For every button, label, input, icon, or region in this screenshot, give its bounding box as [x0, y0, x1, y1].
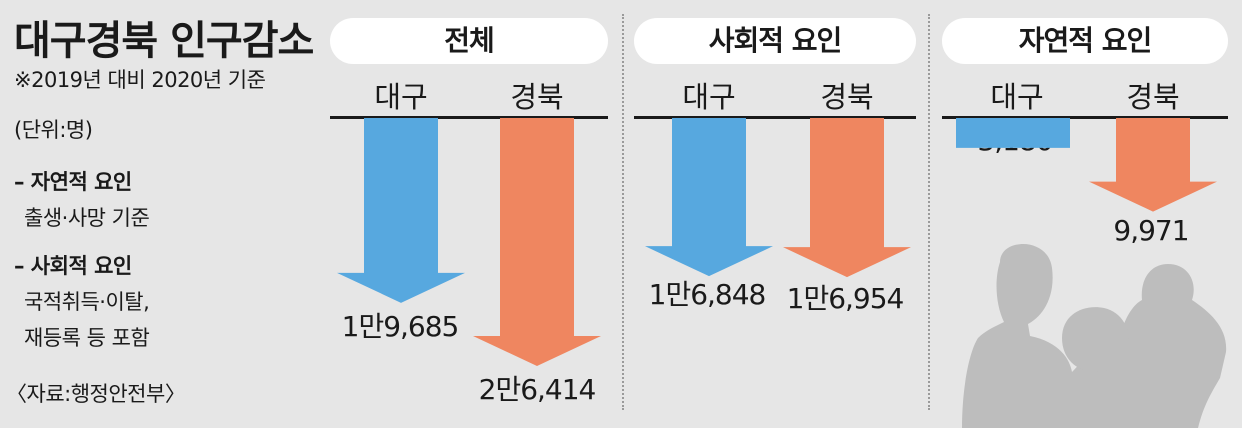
- natural-factor-desc: 출생·사망 기준: [24, 206, 150, 230]
- source-note: 〈자료:행정안전부〉: [6, 382, 186, 406]
- sidebar: 대구경북 인구감소 ※2019년 대비 2020년 기준 (단위:명) – 자연…: [0, 0, 318, 428]
- arrow-natural-daegu: [956, 118, 1070, 148]
- social-factor-desc-2: 재등록 등 포함: [24, 326, 150, 350]
- panel-title-social: 사회적 요인: [634, 18, 916, 64]
- category-label-natural-gyeongbuk: 경북: [1126, 80, 1180, 114]
- value-label-social-gyeongbuk: 1만6,954: [786, 282, 905, 315]
- divider-1: [622, 14, 624, 410]
- chart-title: 대구경북 인구감소: [14, 18, 314, 64]
- panel-title-natural: 자연적 요인: [942, 18, 1228, 64]
- baseline-total: [330, 116, 608, 119]
- divider-2: [928, 14, 930, 410]
- baseline-natural: [942, 116, 1228, 119]
- category-label-total-daegu: 대구: [374, 80, 428, 114]
- arrow-social-gyeongbuk: [783, 118, 911, 278]
- unit-note: (단위:명): [14, 118, 93, 142]
- baseline-social: [634, 116, 916, 119]
- value-label-total-daegu: 1만9,685: [341, 310, 460, 343]
- category-label-social-daegu: 대구: [682, 80, 736, 114]
- arrow-natural-gyeongbuk: [1089, 118, 1217, 212]
- category-label-social-gyeongbuk: 경북: [820, 80, 874, 114]
- panel-title-total: 전체: [330, 18, 608, 64]
- arrow-social-daegu: [645, 118, 773, 277]
- arrow-total-daegu: [337, 118, 465, 303]
- arrow-total-gyeongbuk: [473, 118, 601, 366]
- value-label-natural-gyeongbuk: 9,971: [1113, 214, 1189, 247]
- social-factor-heading: – 사회적 요인: [14, 254, 132, 278]
- basis-note: ※2019년 대비 2020년 기준: [14, 68, 266, 92]
- category-label-total-gyeongbuk: 경북: [510, 80, 564, 114]
- social-factor-desc-1: 국적취득·이탈,: [24, 290, 150, 314]
- natural-factor-heading: – 자연적 요인: [14, 170, 132, 194]
- value-label-social-daegu: 1만6,848: [648, 278, 767, 311]
- category-label-natural-daegu: 대구: [990, 80, 1044, 114]
- family-silhouette: [962, 243, 1227, 428]
- value-label-total-gyeongbuk: 2만6,414: [478, 373, 597, 406]
- arrow-group: [337, 118, 1217, 366]
